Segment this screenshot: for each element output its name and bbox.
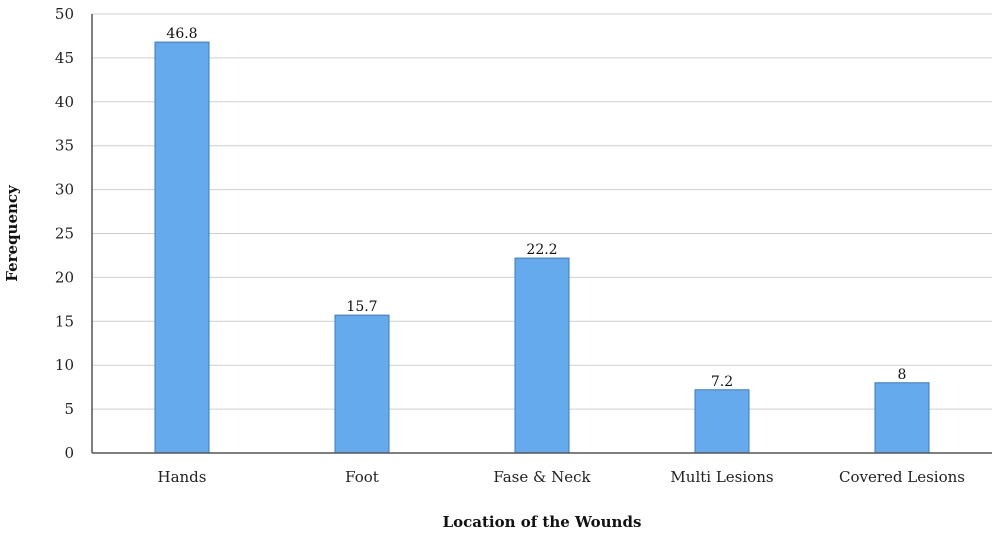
y-tick-label: 50 [55, 5, 74, 23]
y-tick-label: 30 [55, 181, 74, 199]
bar [154, 41, 210, 454]
x-axis-title: Location of the Wounds [443, 513, 642, 531]
y-tick-label: 40 [55, 93, 74, 111]
bar [334, 314, 390, 454]
data-label: 46.8 [166, 26, 197, 42]
y-tick-label: 25 [55, 225, 74, 243]
data-label: 8 [898, 367, 907, 383]
category-label: Fase & Neck [493, 468, 591, 486]
category-labels: Hands Foot Fase & Neck Multi Lesions Covered… [158, 468, 965, 486]
category-label: Covered Lesions [839, 468, 965, 486]
y-tick-labels: 0 5 10 15 20 25 30 35 40 45 50 [55, 5, 74, 462]
y-tick-label: 5 [64, 400, 74, 418]
bar [514, 257, 570, 454]
category-label: Foot [345, 468, 379, 486]
category-label: Hands [158, 468, 207, 486]
y-tick-label: 15 [55, 312, 74, 330]
y-tick-label: 45 [55, 49, 74, 67]
bar [874, 382, 930, 454]
data-label: 15.7 [346, 299, 377, 315]
y-tick-label: 20 [55, 268, 74, 286]
y-tick-label: 35 [55, 137, 74, 155]
y-tick-label: 10 [55, 356, 74, 374]
data-label: 22.2 [526, 242, 557, 258]
y-axis-title: Ferequency [3, 184, 21, 282]
y-tick-label: 0 [64, 444, 74, 462]
data-label: 7.2 [711, 374, 733, 390]
category-label: Multi Lesions [670, 468, 773, 486]
data-labels: 46.8 15.7 22.2 7.2 8 [166, 26, 906, 390]
bar [694, 389, 750, 454]
grid-lines [92, 13, 992, 410]
